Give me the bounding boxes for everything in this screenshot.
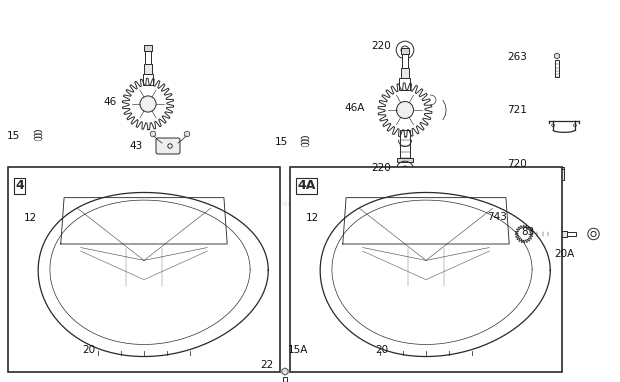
Bar (144, 45, 152, 51)
Circle shape (214, 203, 221, 210)
Circle shape (157, 198, 164, 204)
Circle shape (184, 131, 190, 137)
Bar (556, 231, 567, 237)
Text: 43: 43 (130, 141, 143, 151)
Circle shape (124, 198, 131, 204)
Wedge shape (440, 110, 450, 120)
Bar (556, 60, 559, 77)
Circle shape (397, 102, 414, 118)
Bar (8, 167, 280, 372)
Polygon shape (282, 368, 288, 375)
Circle shape (58, 248, 64, 254)
Bar (400, 130, 410, 160)
Text: 263: 263 (507, 52, 527, 62)
Circle shape (131, 247, 157, 274)
Circle shape (340, 248, 346, 254)
Bar (283, 377, 287, 382)
FancyBboxPatch shape (156, 138, 180, 154)
Circle shape (31, 270, 43, 281)
Bar (399, 78, 410, 90)
Text: 15: 15 (275, 137, 288, 147)
Text: 20: 20 (375, 345, 388, 355)
Text: ReplacementParts.com: ReplacementParts.com (263, 199, 367, 209)
Text: 721: 721 (507, 105, 527, 115)
Bar (401, 48, 409, 54)
Bar (560, 167, 564, 180)
Text: 743: 743 (487, 212, 507, 222)
Circle shape (245, 270, 257, 281)
Circle shape (168, 144, 172, 148)
Circle shape (224, 248, 231, 254)
Text: 20: 20 (82, 345, 95, 355)
Text: 46: 46 (104, 97, 117, 107)
Circle shape (527, 270, 539, 281)
Text: 15: 15 (7, 131, 20, 141)
Text: 220: 220 (371, 163, 391, 173)
Bar (560, 167, 564, 169)
Circle shape (406, 198, 412, 204)
Text: 83: 83 (521, 227, 534, 237)
Text: 46A: 46A (345, 103, 365, 113)
Polygon shape (554, 53, 559, 59)
Bar (397, 158, 412, 162)
Circle shape (350, 203, 356, 210)
Bar (530, 231, 576, 236)
Text: 12: 12 (24, 213, 37, 223)
Bar (401, 68, 409, 78)
Circle shape (150, 131, 156, 137)
Bar (402, 54, 409, 68)
Bar (290, 167, 562, 372)
Circle shape (68, 203, 74, 210)
Text: 12: 12 (306, 213, 319, 223)
Circle shape (496, 203, 502, 210)
Circle shape (313, 270, 325, 281)
Circle shape (412, 247, 440, 274)
Circle shape (140, 96, 156, 112)
Circle shape (440, 198, 446, 204)
Bar (145, 51, 151, 64)
Text: 220: 220 (371, 41, 391, 51)
Text: 20A: 20A (554, 249, 574, 259)
Text: 22: 22 (260, 360, 273, 370)
Circle shape (506, 248, 513, 254)
Text: 4: 4 (15, 179, 24, 192)
Text: 4A: 4A (297, 179, 316, 192)
Wedge shape (440, 100, 450, 110)
Bar (144, 64, 152, 74)
Text: 720: 720 (507, 159, 527, 169)
Bar (143, 74, 153, 85)
Text: 15A: 15A (288, 345, 308, 355)
